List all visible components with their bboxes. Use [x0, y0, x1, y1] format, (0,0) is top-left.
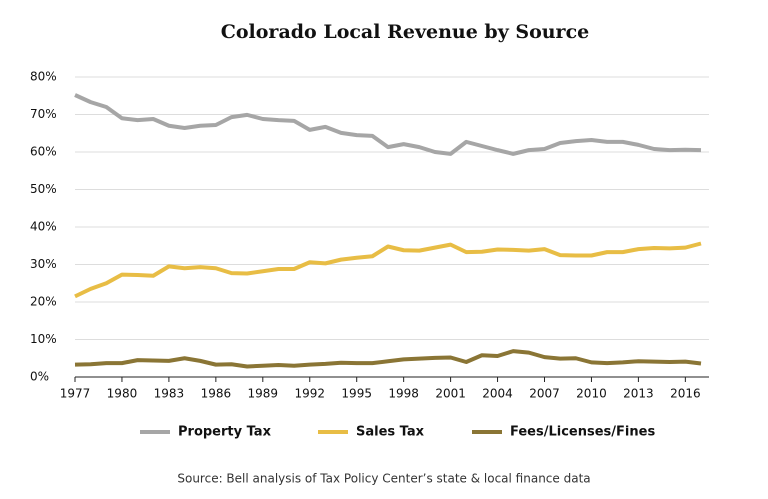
x-tick-label: 2013: [623, 387, 654, 401]
x-tick-label: 1986: [201, 387, 232, 401]
y-tick-label: 40%: [30, 220, 57, 234]
legend-label: Property Tax: [178, 425, 272, 440]
x-tick-label: 2007: [529, 387, 560, 401]
x-tick-label: 1998: [388, 387, 419, 401]
source-note: Source: Bell analysis of Tax Policy Cent…: [177, 472, 590, 486]
x-tick-label: 2010: [576, 387, 607, 401]
y-tick-label: 50%: [30, 182, 57, 196]
data-line: [74, 349, 702, 369]
y-tick-label: 10%: [30, 332, 57, 346]
chart-title: Colorado Local Revenue by Source: [221, 21, 589, 43]
y-tick-label: 20%: [30, 295, 57, 309]
data-line: [74, 241, 702, 299]
y-tick-label: 30%: [30, 257, 57, 271]
x-tick-label: 1983: [154, 387, 185, 401]
x-tick-label: 1989: [248, 387, 279, 401]
y-tick-label: 60%: [30, 145, 57, 159]
x-tick-label: 1992: [294, 387, 325, 401]
x-tick-label: 2016: [670, 387, 701, 401]
x-tick-label: 1977: [60, 387, 91, 401]
y-tick-label: 80%: [30, 70, 57, 84]
x-tick-label: 1980: [107, 387, 138, 401]
legend-label: Sales Tax: [356, 425, 425, 440]
legend-label: Fees/Licenses/Fines: [510, 425, 655, 440]
y-tick-label: 0%: [30, 370, 49, 384]
y-tick-label: 70%: [30, 107, 57, 121]
x-tick-label: 1995: [341, 387, 372, 401]
data-line: [74, 93, 702, 156]
x-tick-label: 2001: [435, 387, 466, 401]
x-tick-label: 2004: [482, 387, 513, 401]
